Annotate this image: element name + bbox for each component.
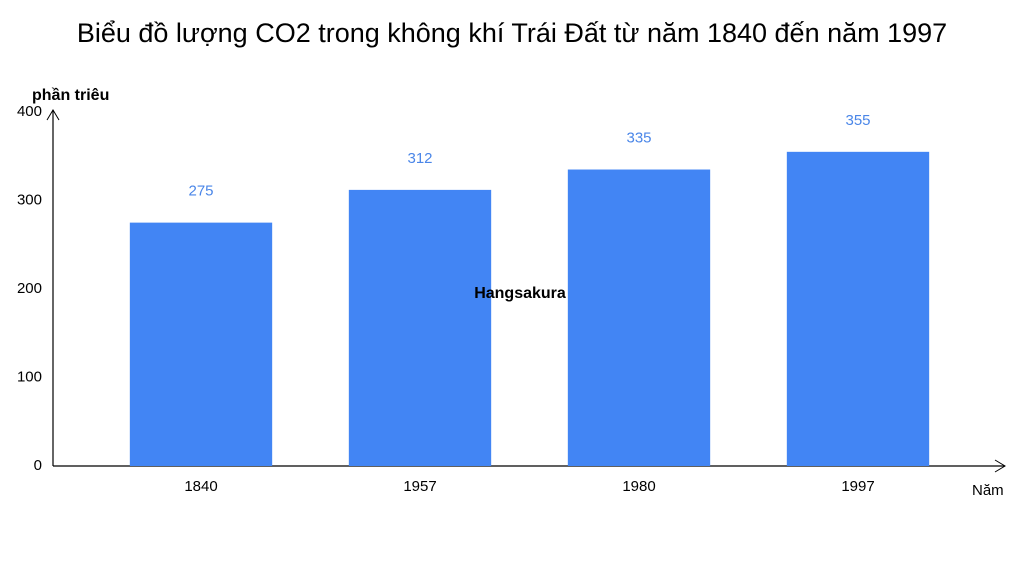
x-tick-label: 1997 (841, 478, 874, 495)
bar (567, 169, 711, 466)
value-label: 335 (626, 129, 651, 146)
y-tick-label: 400 (17, 103, 42, 120)
y-axis-arrow (46, 109, 60, 121)
y-tick-label: 300 (17, 191, 42, 208)
x-tick-label: 1957 (403, 478, 436, 495)
x-tick-label: 1840 (184, 478, 217, 495)
y-tick-label: 200 (17, 280, 42, 297)
y-axis-label: phần triêu (32, 87, 109, 104)
x-tick-label: 1980 (622, 478, 655, 495)
value-label: 275 (188, 183, 213, 200)
y-tick-label: 0 (34, 457, 42, 474)
x-axis-label: Năm (972, 482, 1004, 499)
x-axis-arrow (994, 459, 1006, 473)
watermark: Hangsakura (474, 285, 566, 302)
value-label: 355 (845, 112, 870, 129)
bar (129, 222, 273, 466)
bar (348, 189, 492, 466)
value-label: 312 (407, 150, 432, 167)
chart-title: Biểu đồ lượng CO2 trong không khí Trái Đ… (76, 18, 948, 48)
y-tick-label: 100 (17, 368, 42, 385)
bar (786, 151, 930, 466)
